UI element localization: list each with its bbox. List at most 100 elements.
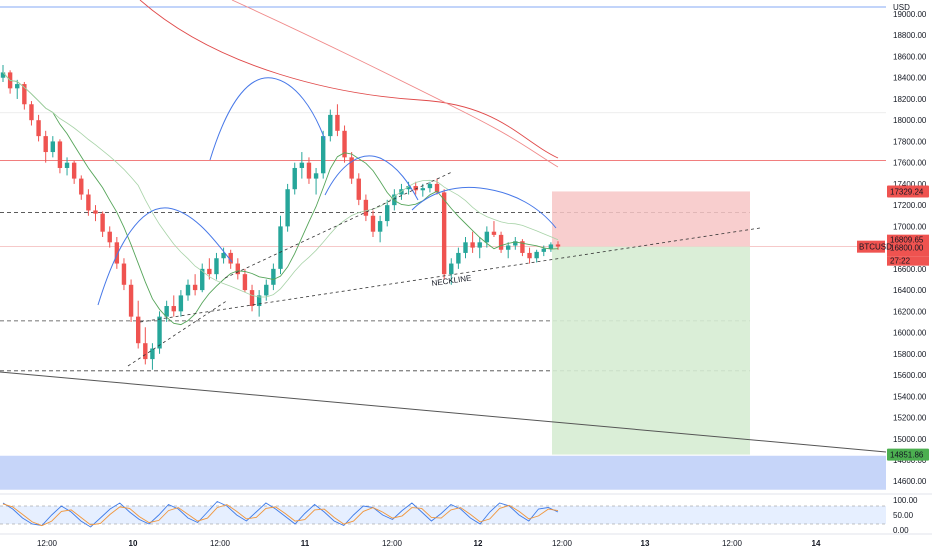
- candle-body: [548, 244, 554, 249]
- y-tick-label: 18600.00: [893, 52, 927, 61]
- stoch-k-line: [2, 500, 559, 528]
- candle-body: [121, 263, 127, 285]
- candle-body: [491, 231, 497, 235]
- candle-body: [335, 114, 340, 131]
- candle-body: [93, 210, 98, 214]
- candle-body: [207, 268, 212, 275]
- candle-body: [406, 186, 411, 190]
- support-zone: [0, 455, 886, 490]
- candle-body: [264, 284, 269, 296]
- y-tick-label: 17600.00: [893, 159, 927, 168]
- candle-body: [513, 241, 518, 246]
- currency-label: USD: [893, 3, 910, 12]
- osc-tick-label: 100.00: [893, 496, 918, 505]
- y-tick-label: 18800.00: [893, 31, 927, 40]
- candle-body: [292, 167, 297, 190]
- candle-body: [50, 141, 56, 153]
- x-tick-label: 12: [474, 539, 483, 548]
- osc-tick-label: 50.00: [893, 511, 914, 520]
- candle-body: [477, 242, 482, 248]
- candle-body: [15, 84, 20, 89]
- stop-price-badge: 17329.24: [890, 187, 924, 196]
- candle-body: [164, 306, 169, 317]
- y-tick-label: 16200.00: [893, 307, 927, 316]
- candle-body: [221, 252, 226, 259]
- y-tick-label: 16600.00: [893, 265, 927, 274]
- candle-body: [107, 231, 112, 243]
- current-price-a: 16809.65: [890, 236, 924, 245]
- right-shoulder-arc-2: [411, 186, 557, 229]
- candle-body: [520, 241, 525, 253]
- current-price-b: 16800.00: [890, 244, 924, 253]
- candle-body: [463, 242, 468, 253]
- candles: [0, 64, 561, 370]
- target-price-badge-bg: [887, 448, 929, 461]
- x-tick-label: 12:00: [382, 539, 403, 548]
- target-price-badge: 14851.86: [890, 451, 924, 460]
- y-tick-label: 17000.00: [893, 222, 927, 231]
- ma-green: [2, 72, 559, 326]
- candle-body: [71, 162, 77, 179]
- candle-body: [128, 284, 134, 317]
- x-tick-label: 13: [641, 539, 650, 548]
- y-tick-label: 15800.00: [893, 350, 927, 359]
- y-tick-label: 18200.00: [893, 95, 927, 104]
- candle-body: [363, 199, 369, 216]
- y-tick-label: 15400.00: [893, 392, 927, 401]
- long-trendline: [0, 371, 887, 453]
- candle-body: [377, 221, 383, 232]
- candle-body: [555, 244, 561, 247]
- stoch-d-line: [2, 503, 559, 527]
- candle-body: [157, 316, 162, 349]
- candle-body: [192, 284, 198, 291]
- candle-body: [178, 295, 184, 312]
- x-tick-label: 12:00: [552, 539, 573, 548]
- ma-light-green: [2, 72, 559, 298]
- y-tick-label: 15000.00: [893, 435, 927, 444]
- countdown-label: 27:22: [890, 257, 911, 266]
- x-tick-label: 14: [812, 539, 821, 548]
- candle-body: [534, 251, 539, 259]
- candle-body: [541, 248, 546, 252]
- candle-body: [342, 130, 347, 158]
- candle-body: [114, 242, 120, 264]
- candle-body: [79, 178, 84, 195]
- right-shoulder-arc: [324, 155, 419, 201]
- x-tick-label: 11: [301, 539, 310, 548]
- candle-body: [228, 252, 233, 264]
- candle-body: [306, 162, 312, 179]
- ma-red-fast: [231, 0, 559, 168]
- candle-body: [135, 316, 141, 344]
- current-price-badge: [887, 234, 929, 257]
- candle-body: [399, 189, 404, 195]
- candle-body: [271, 268, 276, 285]
- candle-body: [200, 268, 205, 291]
- candle-body: [392, 194, 397, 206]
- x-tick-label: 12:00: [37, 539, 58, 548]
- candle-body: [235, 263, 241, 275]
- candle-body: [242, 274, 248, 291]
- symbol-badge-bg: [857, 240, 885, 253]
- candle-body: [356, 178, 361, 200]
- candle-body: [427, 183, 433, 189]
- candle-body: [22, 84, 27, 105]
- candle-body: [249, 290, 255, 307]
- y-tick-label: 15600.00: [893, 371, 927, 380]
- candle-body: [434, 183, 440, 193]
- y-tick-label: 17400.00: [893, 180, 927, 189]
- candle-body: [86, 194, 91, 211]
- ma-red-slow: [139, 0, 559, 159]
- y-tick-label: 15200.00: [893, 414, 927, 423]
- take-profit-zone: [552, 246, 750, 455]
- candle-body: [150, 348, 155, 360]
- y-tick-label: 18000.00: [893, 116, 927, 125]
- candle-body: [143, 343, 148, 360]
- candle-body: [299, 162, 305, 168]
- candle-body: [100, 213, 105, 232]
- candle-body: [449, 263, 454, 275]
- stop-price-badge-bg: [887, 185, 929, 198]
- x-tick-label: 10: [129, 539, 138, 548]
- candle-body: [320, 136, 326, 174]
